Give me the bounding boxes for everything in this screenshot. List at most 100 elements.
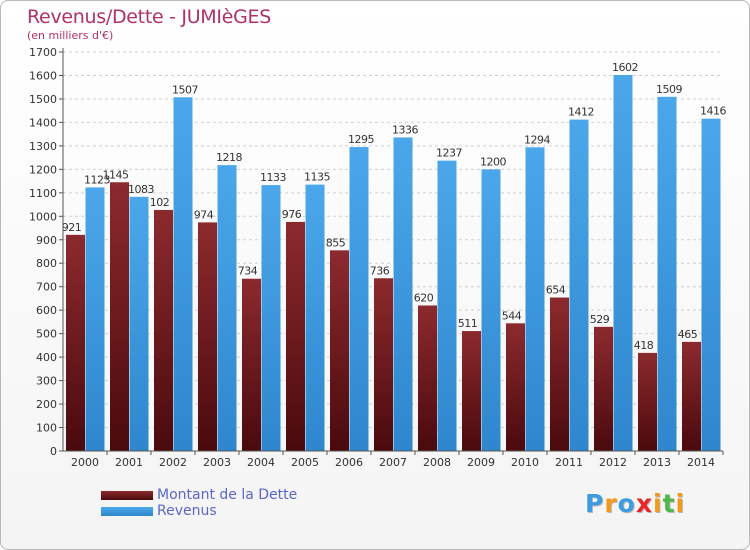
y-tick-label: 1200 xyxy=(29,163,57,176)
data-label: 1336 xyxy=(392,123,418,136)
bar-revenus xyxy=(85,187,105,451)
x-tick-label: 2005 xyxy=(291,456,319,469)
data-label: 1133 xyxy=(260,171,286,184)
bar-revenus xyxy=(129,196,149,451)
proxiti-logo: Proxiti xyxy=(585,489,685,518)
data-label: 921 xyxy=(62,221,82,234)
bar-revenus xyxy=(437,160,457,451)
bar-revenus xyxy=(349,147,369,451)
y-tick-label: 500 xyxy=(36,328,57,341)
logo-letter: o xyxy=(617,489,636,518)
data-label: 976 xyxy=(282,208,302,221)
bar-dette xyxy=(110,182,129,451)
y-tick-label: 1000 xyxy=(29,210,57,223)
x-tick-label: 2002 xyxy=(159,456,187,469)
y-tick-label: 1700 xyxy=(29,46,57,59)
y-tick-label: 1400 xyxy=(29,116,57,129)
data-label: 736 xyxy=(370,264,390,277)
x-tick-label: 2009 xyxy=(467,456,495,469)
bar-dette xyxy=(242,278,261,451)
data-label: 855 xyxy=(326,236,346,249)
bar-revenus xyxy=(613,75,633,452)
bar-revenus xyxy=(217,165,237,451)
chart-subtitle: (en milliers d'€) xyxy=(27,29,114,42)
data-label: 974 xyxy=(194,208,214,221)
data-label: 1602 xyxy=(612,61,638,74)
y-tick-label: 200 xyxy=(36,398,57,411)
data-label: 1416 xyxy=(700,105,726,118)
data-label: 1200 xyxy=(480,155,506,168)
bar-dette xyxy=(550,297,569,451)
data-label: 465 xyxy=(678,328,698,341)
logo-letter: x xyxy=(635,489,653,518)
bar-layer xyxy=(66,75,721,452)
data-label: 1218 xyxy=(216,151,242,164)
axis-layer: 0 100 200 300 400 500 600 700 800 900 1000 1100 1200… xyxy=(29,46,724,469)
logo-letter: r xyxy=(604,489,618,518)
y-tick-label: 1600 xyxy=(29,69,57,82)
data-label: 654 xyxy=(546,284,566,297)
chart-title: Revenus/Dette - JUMIèGES xyxy=(27,6,271,28)
bar-dette xyxy=(66,234,85,451)
data-label: 1123 xyxy=(84,173,110,186)
y-tick-label: 1500 xyxy=(29,93,57,106)
data-label: 1083 xyxy=(128,183,154,196)
bar-dette xyxy=(374,278,393,451)
data-label: 1135 xyxy=(304,171,330,184)
bar-dette xyxy=(462,331,481,451)
bar-dette xyxy=(418,305,437,451)
data-label: 1295 xyxy=(348,133,374,146)
data-label: 529 xyxy=(590,313,610,326)
bar-dette xyxy=(638,352,657,451)
bar-revenus xyxy=(525,147,545,451)
bar-dette xyxy=(682,341,701,451)
y-tick-label: 600 xyxy=(36,304,57,317)
data-label: 1412 xyxy=(568,106,594,119)
y-tick-label: 100 xyxy=(36,422,57,435)
data-label: 102 xyxy=(150,196,170,209)
data-label: 1237 xyxy=(436,147,462,160)
bar-dette xyxy=(198,222,217,451)
bar-dette xyxy=(594,326,613,451)
x-tick-label: 2000 xyxy=(71,456,99,469)
x-tick-label: 2010 xyxy=(511,456,539,469)
y-tick-label: 300 xyxy=(36,375,57,388)
y-tick-label: 700 xyxy=(36,281,57,294)
logo-letter: t xyxy=(662,489,676,518)
data-label: 620 xyxy=(414,291,434,304)
data-label: 511 xyxy=(458,317,478,330)
data-label: 1507 xyxy=(172,83,198,96)
x-tick-label: 2007 xyxy=(379,456,407,469)
x-tick-label: 2006 xyxy=(335,456,363,469)
data-label: 1294 xyxy=(524,133,550,146)
bar-dette xyxy=(154,209,173,451)
data-label: 734 xyxy=(238,265,258,278)
legend-swatch-revenus xyxy=(101,507,153,516)
x-tick-label: 2012 xyxy=(599,456,627,469)
bar-dette xyxy=(330,250,349,451)
bar-dette xyxy=(506,323,525,451)
legend-swatch-dette xyxy=(101,491,153,500)
logo-letter: i xyxy=(675,489,686,518)
x-tick-label: 2001 xyxy=(115,456,143,469)
data-label: 418 xyxy=(634,339,654,352)
bar-revenus xyxy=(173,97,193,452)
bar-revenus xyxy=(393,137,413,452)
y-tick-label: 1100 xyxy=(29,187,57,200)
y-tick-label: 1300 xyxy=(29,140,57,153)
bar-revenus xyxy=(261,185,281,451)
bar-revenus xyxy=(305,184,325,451)
y-tick-label: 400 xyxy=(36,351,57,364)
legend-label-revenus: Revenus xyxy=(157,503,217,519)
data-label: 1145 xyxy=(103,168,129,181)
data-label: 1509 xyxy=(656,83,682,96)
x-tick-label: 2004 xyxy=(247,456,275,469)
bar-revenus xyxy=(701,118,721,452)
x-tick-label: 2003 xyxy=(203,456,231,469)
data-label: 544 xyxy=(502,309,522,322)
x-tick-label: 2008 xyxy=(423,456,451,469)
logo-letter: i xyxy=(653,489,663,518)
